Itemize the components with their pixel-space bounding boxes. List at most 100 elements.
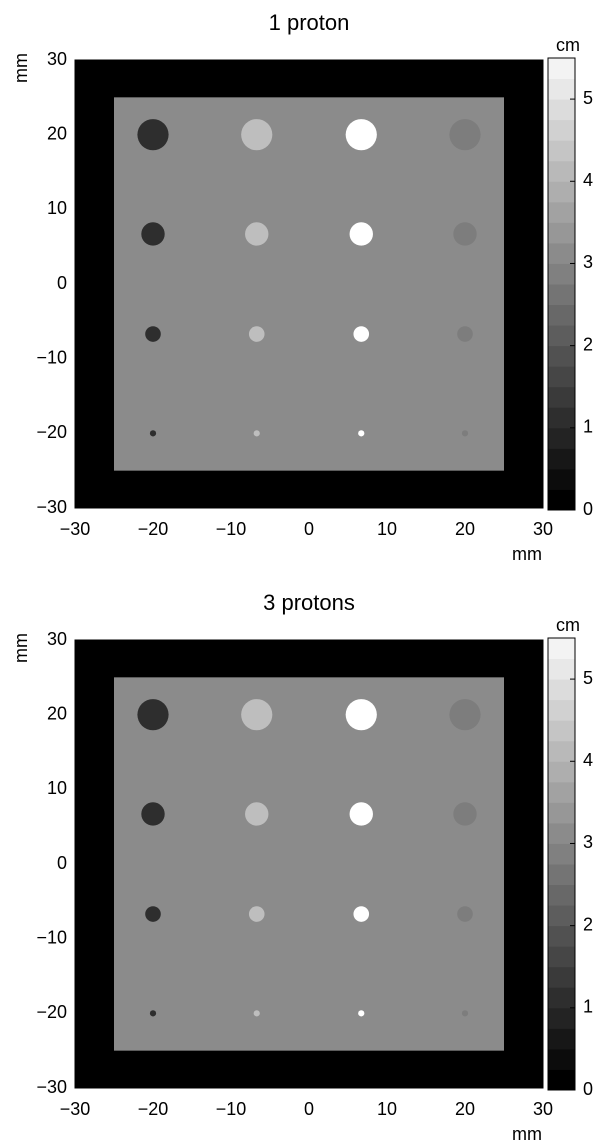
insert: [358, 1010, 365, 1017]
insert: [457, 906, 473, 922]
y-tick-label: −30: [36, 1077, 67, 1097]
colorbar-level: [548, 407, 575, 429]
colorbar-level: [548, 740, 575, 762]
colorbar-tick-label: 3: [583, 252, 593, 272]
colorbar-level: [548, 987, 575, 1009]
phantom: [114, 677, 504, 1051]
colorbar-level: [548, 427, 575, 449]
colorbar-tick-label: 2: [583, 914, 593, 934]
colorbar-level: [548, 201, 575, 223]
colorbar-level: [548, 304, 575, 326]
x-tick-label: −20: [138, 519, 169, 539]
x-tick-label: −10: [216, 519, 247, 539]
colorbar-level: [548, 658, 575, 680]
insert: [141, 802, 165, 826]
insert: [253, 1010, 260, 1017]
insert: [137, 699, 169, 731]
colorbar-tick-label: 1: [583, 417, 593, 437]
colorbar-level: [548, 946, 575, 968]
colorbar-level: [548, 864, 575, 886]
x-tick-label: −30: [60, 1099, 91, 1119]
colorbar-level: [548, 1069, 575, 1091]
insert: [248, 906, 265, 922]
y-axis-label: mm: [11, 53, 31, 83]
x-tick-label: −10: [216, 1099, 247, 1119]
insert: [245, 222, 269, 246]
colorbar-level: [548, 99, 575, 121]
colorbar-level: [548, 884, 575, 906]
insert: [453, 802, 477, 826]
insert: [149, 1010, 157, 1017]
colorbar-level: [548, 468, 575, 490]
colorbar-level: [548, 325, 575, 347]
insert: [345, 699, 377, 731]
y-tick-label: 20: [47, 123, 67, 143]
insert: [145, 326, 161, 342]
y-tick-label: 10: [47, 198, 67, 218]
colorbar-level: [548, 720, 575, 742]
insert: [453, 222, 477, 246]
x-tick-label: 10: [377, 1099, 397, 1119]
y-tick-label: 0: [57, 273, 67, 293]
colorbar-label: cm: [556, 615, 580, 635]
insert: [241, 119, 273, 151]
insert: [353, 906, 370, 922]
colorbar-tick-label: 1: [583, 997, 593, 1017]
colorbar-level: [548, 1007, 575, 1029]
y-tick-label: 20: [47, 703, 67, 723]
colorbar-level: [548, 679, 575, 701]
insert: [245, 802, 269, 826]
colorbar-frame: [547, 637, 576, 1091]
colorbar-tick-label: 0: [583, 1079, 593, 1099]
insert: [241, 699, 273, 731]
insert: [141, 222, 165, 246]
insert: [349, 802, 373, 826]
insert: [248, 326, 265, 342]
colorbar-level: [548, 58, 575, 80]
colorbar-tick-label: 0: [583, 499, 593, 519]
colorbar-level: [548, 448, 575, 470]
x-axis-label: mm: [512, 544, 542, 564]
y-tick-label: −20: [36, 1002, 67, 1022]
y-axis-label: mm: [11, 633, 31, 663]
y-tick-label: 30: [47, 49, 67, 69]
x-tick-label: −20: [138, 1099, 169, 1119]
colorbar-tick-label: 2: [583, 334, 593, 354]
insert: [149, 430, 157, 437]
colorbar-tick-label: 3: [583, 832, 593, 852]
insert: [358, 430, 365, 437]
colorbar-level: [548, 181, 575, 203]
insert: [457, 326, 473, 342]
insert: [449, 699, 481, 731]
y-tick-label: −30: [36, 497, 67, 517]
colorbar-level: [548, 905, 575, 927]
colorbar-tick-label: 4: [583, 170, 593, 190]
colorbar-level: [548, 284, 575, 306]
insert: [345, 119, 377, 151]
insert: [449, 119, 481, 151]
colorbar-level: [548, 489, 575, 511]
chart-title: 1 proton: [269, 10, 350, 35]
insert: [349, 222, 373, 246]
colorbar-level: [548, 1048, 575, 1070]
colorbar-level: [548, 925, 575, 947]
colorbar-frame: [547, 57, 576, 511]
insert: [137, 119, 169, 151]
x-tick-label: 20: [455, 1099, 475, 1119]
colorbar-level: [548, 843, 575, 865]
colorbar-level: [548, 345, 575, 367]
insert: [461, 1010, 469, 1017]
x-tick-label: 20: [455, 519, 475, 539]
colorbar-level: [548, 386, 575, 408]
insert: [353, 326, 370, 342]
x-axis-label: mm: [512, 1124, 542, 1144]
colorbar-level: [548, 242, 575, 264]
colorbar-level: [548, 699, 575, 721]
colorbar-level: [548, 966, 575, 988]
colorbar-level: [548, 119, 575, 141]
x-tick-label: 30: [533, 1099, 553, 1119]
x-tick-label: 30: [533, 519, 553, 539]
y-tick-label: −10: [36, 347, 67, 367]
colorbar-level: [548, 263, 575, 285]
